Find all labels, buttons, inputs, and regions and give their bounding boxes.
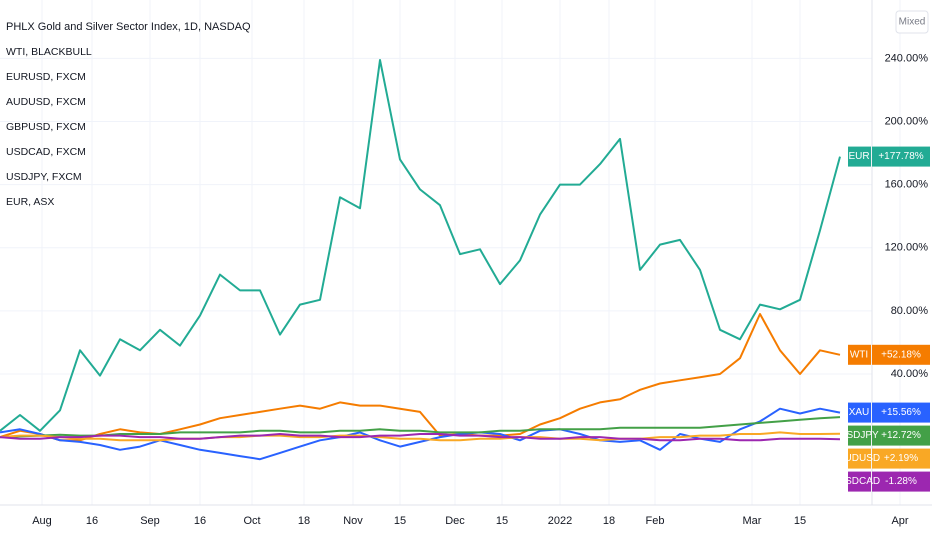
price-tag-name-box — [848, 146, 871, 167]
price-tag-value: +2.19% — [884, 453, 918, 464]
x-tick-label: Mar — [743, 515, 762, 527]
legend: WTI, BLACKBULL EURUSD, FXCM AUDUSD, FXCM GB… — [6, 46, 92, 208]
chart-title: PHLX Gold and Silver Sector Index, 1D, N… — [6, 21, 251, 33]
ticks: 40.00% 80.00% 120.00% 160.00% 200.00% 240.00%… — [32, 52, 928, 527]
y-tick-label: 240.00% — [885, 52, 929, 64]
series-line — [0, 59, 841, 432]
legend-item: WTI, BLACKBULL — [6, 46, 92, 58]
price-tag-value-box — [872, 448, 930, 469]
price-tag-name-box — [848, 471, 871, 492]
price-tag-name-box — [848, 344, 871, 365]
price-tags: EUR +177.78% WTI +52.18% XAU +15.56% USDJPY +12… — [838, 146, 930, 492]
y-tick-label: 120.00% — [885, 242, 929, 254]
scale-button[interactable]: Mixed — [895, 10, 929, 34]
x-tick-label: 18 — [298, 515, 310, 527]
x-tick-label: Feb — [646, 515, 665, 527]
x-tick-label: Sep — [140, 515, 160, 527]
series-lines — [0, 59, 841, 461]
x-tick-label: 16 — [86, 515, 98, 527]
x-tick-label: Apr — [891, 515, 908, 527]
scale-button-label[interactable]: Mixed — [899, 17, 926, 28]
price-tag-value: -1.28% — [885, 476, 917, 487]
x-tick-label: 15 — [394, 515, 406, 527]
price-tag-name: WTI — [850, 349, 868, 360]
x-tick-label: 15 — [496, 515, 508, 527]
legend-item: USDJPY, FXCM — [6, 171, 82, 183]
y-tick-label: 80.00% — [891, 305, 929, 317]
price-tag-value-box — [872, 471, 930, 492]
price-tag-name-box — [848, 425, 871, 446]
price-tag-value-box — [872, 425, 930, 446]
legend-item: EUR, ASX — [6, 196, 54, 208]
x-tick-label: Oct — [243, 515, 260, 527]
scale-button-box[interactable] — [895, 10, 929, 34]
legend-item: GBPUSD, FXCM — [6, 121, 86, 133]
x-tick-label: Nov — [343, 515, 363, 527]
price-tag-value: +15.56% — [881, 407, 921, 418]
x-tick-label: Dec — [445, 515, 465, 527]
price-tag-name: AUDUSD — [838, 453, 880, 464]
price-tag-value: +52.18% — [881, 349, 921, 360]
price-tag-value: +12.72% — [881, 430, 921, 441]
x-tick-label: Aug — [32, 515, 52, 527]
y-tick-label: 40.00% — [891, 368, 929, 380]
x-tick-label: 2022 — [548, 515, 572, 527]
price-tag-value: +177.78% — [878, 151, 923, 162]
x-tick-label: 16 — [194, 515, 206, 527]
series-line — [0, 433, 841, 442]
x-tick-label: 18 — [603, 515, 615, 527]
price-tag-value-box — [872, 146, 930, 167]
price-tag-name: USDJPY — [839, 430, 879, 441]
legend-item: EURUSD, FXCM — [6, 71, 86, 83]
x-tick-label: 15 — [794, 515, 806, 527]
price-tag-name: EUR — [848, 151, 869, 162]
price-tag-name: XAU — [849, 407, 870, 418]
price-tag-value-box — [872, 344, 930, 365]
series-line — [0, 416, 841, 439]
price-tag-name-box — [848, 402, 871, 423]
y-tick-label: 200.00% — [885, 115, 929, 127]
series-line — [0, 313, 841, 442]
legend-item: USDCAD, FXCM — [6, 146, 86, 158]
legend-item: AUDUSD, FXCM — [6, 96, 86, 108]
price-tag-name-box — [848, 448, 871, 469]
price-tag-value-box — [872, 402, 930, 423]
price-tag-name: USDCAD — [838, 476, 880, 487]
series-line — [0, 431, 841, 442]
y-tick-label: 160.00% — [885, 179, 929, 191]
